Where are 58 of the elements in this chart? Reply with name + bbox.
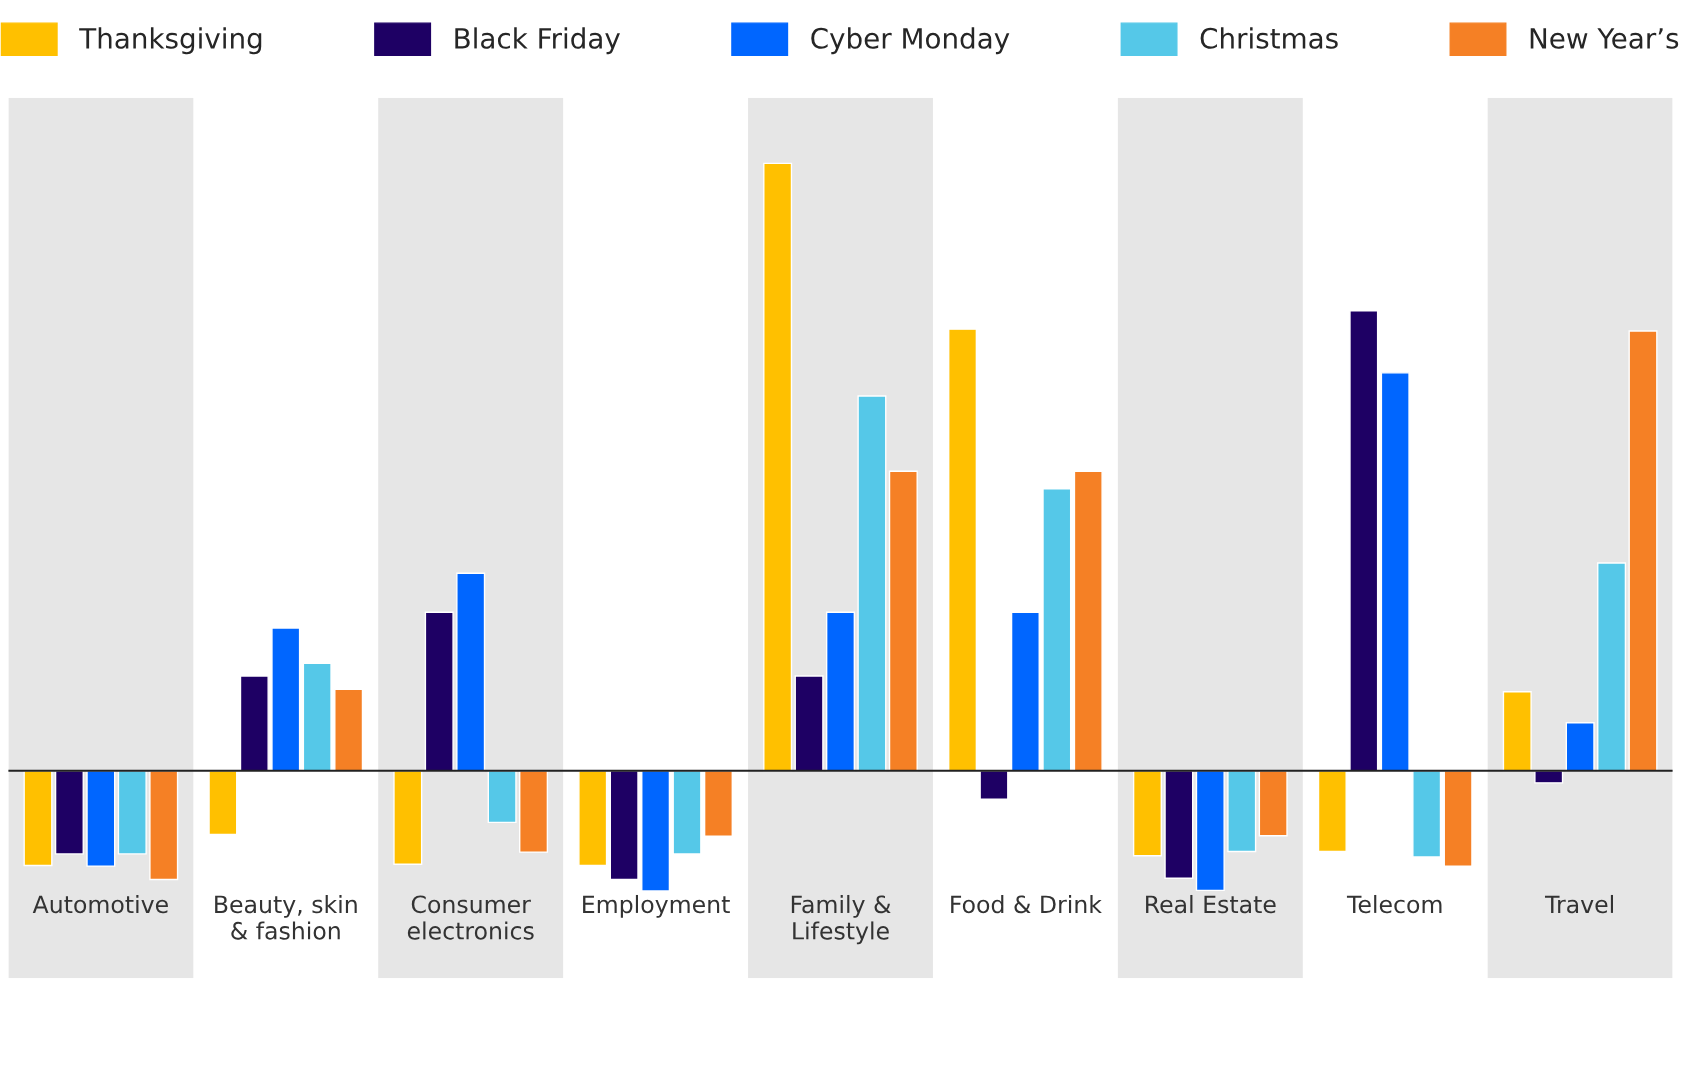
x-tick-label: Family & Lifestyle xyxy=(791,894,891,945)
bar xyxy=(1073,470,1103,772)
bar xyxy=(1565,722,1595,772)
bar xyxy=(1195,770,1225,892)
bar xyxy=(1010,611,1040,772)
bar xyxy=(1132,770,1162,857)
bar xyxy=(334,688,364,772)
bar xyxy=(487,770,517,824)
legend-label: Cyber Monday xyxy=(811,27,1010,55)
legend-label: Thanksgiving xyxy=(79,27,262,55)
bar xyxy=(271,627,301,772)
x-tick-label: Beauty, skin & fashion xyxy=(215,894,357,940)
bar xyxy=(1258,770,1288,837)
bar xyxy=(1380,372,1410,772)
x-tick-label: Food & Drink xyxy=(951,894,1102,914)
bar xyxy=(149,770,179,881)
bar xyxy=(117,770,147,855)
bar xyxy=(1349,310,1379,772)
legend-label: Black Friday xyxy=(455,27,620,55)
x-tick-label: Automotive xyxy=(32,894,168,914)
bar xyxy=(641,770,671,892)
bar xyxy=(239,675,269,772)
bar xyxy=(1628,330,1658,772)
bar xyxy=(857,395,887,772)
bar xyxy=(86,770,116,867)
x-tick-label: Consumer electronics xyxy=(407,895,534,940)
bar xyxy=(393,770,423,865)
bar xyxy=(54,770,84,855)
bar xyxy=(302,662,332,772)
bar xyxy=(1227,770,1257,853)
x-tick-label: Telecom xyxy=(1346,894,1442,914)
bar xyxy=(1317,770,1347,853)
bar xyxy=(1164,770,1194,879)
bar xyxy=(1502,691,1532,772)
x-tick-label: Real Estate xyxy=(1146,894,1276,914)
bar xyxy=(424,611,454,772)
bar xyxy=(672,770,702,855)
bar xyxy=(825,611,856,772)
bar xyxy=(208,770,238,836)
bar xyxy=(888,470,918,772)
x-tick-label: Employment xyxy=(583,894,730,918)
legend-label: Christmas xyxy=(1200,27,1338,49)
bar xyxy=(609,770,639,881)
bar xyxy=(703,770,733,838)
bar xyxy=(578,770,608,867)
x-tick-label: Travel xyxy=(1544,894,1614,914)
bar xyxy=(979,770,1009,800)
bar xyxy=(763,162,793,772)
bar xyxy=(794,675,824,772)
bar xyxy=(519,770,549,853)
bar xyxy=(1412,770,1442,858)
bar xyxy=(1042,488,1072,772)
legend-label: New Year’s xyxy=(1530,28,1679,49)
bar xyxy=(1443,770,1473,867)
bar xyxy=(23,770,53,867)
bar xyxy=(1597,562,1627,772)
bar xyxy=(948,328,978,772)
bar xyxy=(456,572,486,772)
